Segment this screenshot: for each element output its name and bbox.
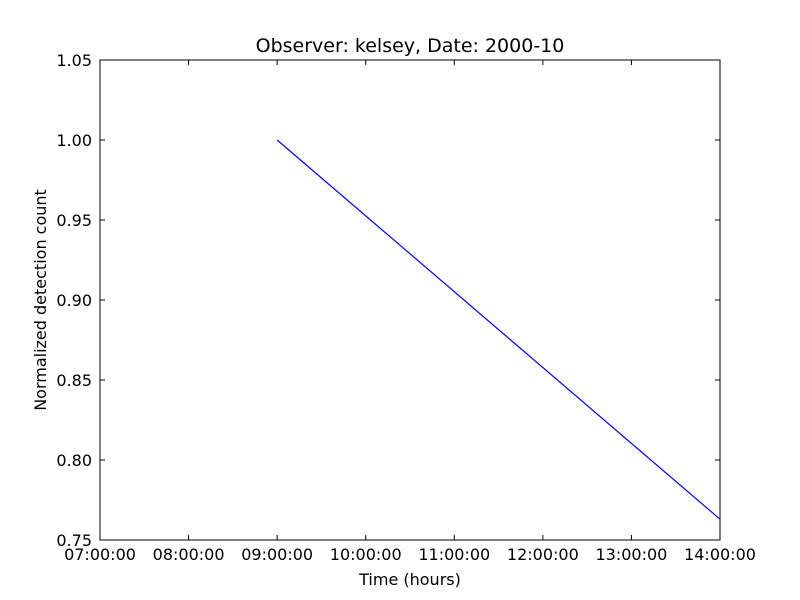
y-axis-label: Normalized detection count (31, 189, 50, 411)
y-axis: 0.75 0.80 0.85 0.90 0.95 1.00 1.05 (56, 51, 720, 550)
y-tick-label: 0.90 (56, 291, 92, 310)
x-tick-label: 10:00:00 (330, 545, 402, 564)
y-tick-label: 0.95 (56, 211, 92, 230)
plot-area (276, 139, 721, 520)
y-tick-label: 0.75 (56, 531, 92, 550)
y-tick-label: 0.85 (56, 371, 92, 390)
y-tick-label: 1.00 (56, 131, 92, 150)
x-tick-label: 09:00:00 (241, 545, 313, 564)
x-tick-label: 07:00:00 (64, 545, 136, 564)
x-axis-label: Time (hours) (358, 570, 461, 589)
x-tick-label: 13:00:00 (595, 545, 667, 564)
x-tick-label: 08:00:00 (153, 545, 225, 564)
plot-frame (99, 59, 721, 541)
series-line-0 (276, 139, 721, 520)
y-tick-label: 1.05 (56, 51, 92, 70)
x-tick-label: 12:00:00 (507, 545, 579, 564)
y-tick-label: 0.80 (56, 451, 92, 470)
x-axis: 07:00:00 08:00:00 09:00:00 10:00:00 11:00:00… (64, 60, 756, 564)
chart-title: Observer: kelsey, Date: 2000-10 (256, 35, 565, 57)
x-tick-label: 11:00:00 (418, 545, 490, 564)
x-tick-label: 14:00:00 (684, 545, 756, 564)
